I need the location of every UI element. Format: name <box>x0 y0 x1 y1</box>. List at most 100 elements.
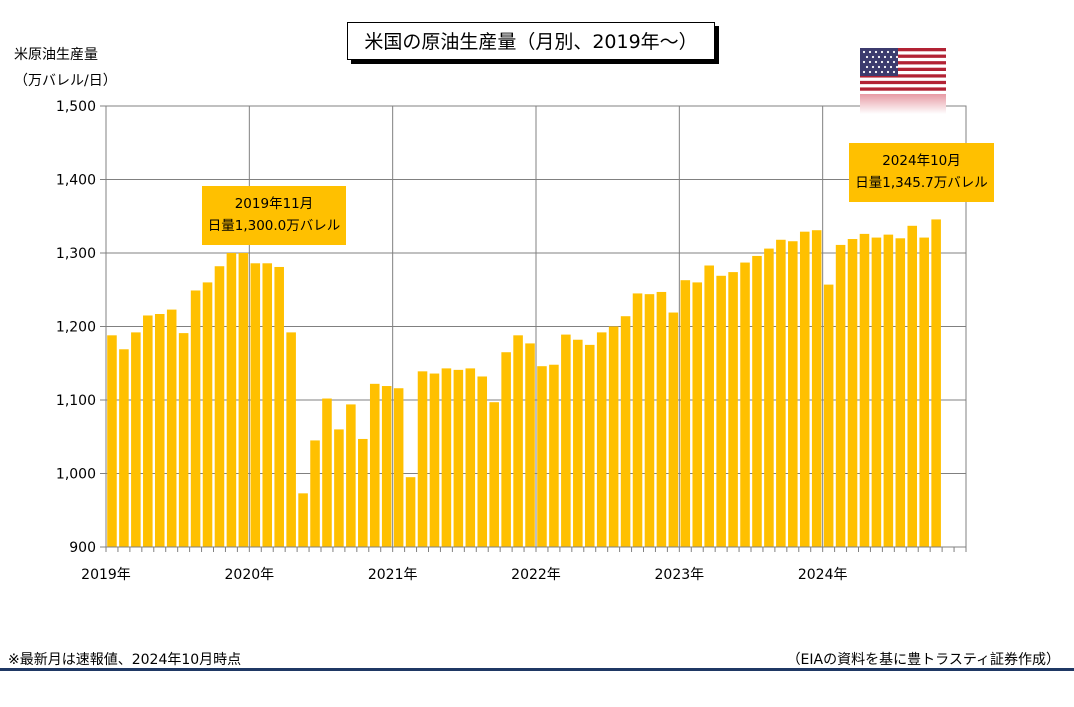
bar-2022-06 <box>596 332 607 547</box>
y-tick-label-1400: 1,400 <box>56 173 96 189</box>
bar-2022-07 <box>608 326 619 547</box>
x-tick-label-2022年: 2022年 <box>511 567 561 583</box>
source-note: （EIAの資料を基に豊トラスティ証券作成） <box>786 652 1060 668</box>
bar-2021-05 <box>441 368 452 547</box>
bar-2021-11 <box>513 335 523 547</box>
bar-2019-06 <box>166 309 177 547</box>
bar-2019-12 <box>238 253 249 547</box>
callout-2019-11-value: 日量1,300.0万バレル <box>207 218 341 234</box>
bar-2019-01 <box>107 335 117 547</box>
bar-2019-10 <box>214 266 225 547</box>
y-axis-label: 米原油生産量 （万バレル/日） <box>14 42 117 94</box>
bar-2023-09 <box>776 239 786 547</box>
bar-2022-11 <box>656 291 667 547</box>
bar-2022-04 <box>573 339 583 547</box>
bar-2024-10 <box>931 219 941 547</box>
y-tick-label-900: 900 <box>69 540 96 556</box>
bar-2021-10 <box>501 352 511 547</box>
bar-2019-03 <box>131 332 141 547</box>
bar-2022-05 <box>584 344 595 547</box>
callout-2019-11-date: 2019年11月 <box>234 196 314 212</box>
axes: 900 1,000 1,100 1,200 1,300 1,400 1,500 2019年 20… <box>56 99 967 583</box>
bar-2020-11 <box>369 383 380 547</box>
bar-2020-02 <box>262 263 273 547</box>
bar-2019-09 <box>202 282 213 547</box>
bar-2021-03 <box>417 371 428 547</box>
bar-2020-03 <box>274 266 284 547</box>
y-tick-label-1100: 1,100 <box>56 393 96 409</box>
y-axis-label-line1: 米原油生産量 <box>14 47 98 63</box>
bar-2020-05 <box>298 493 308 547</box>
x-tick-label-2023年: 2023年 <box>655 567 705 583</box>
bar-2022-03 <box>561 334 571 547</box>
bar-2024-06 <box>883 234 894 547</box>
callout-2024-10-date: 2024年10月 <box>882 153 961 169</box>
bar-2021-08 <box>477 376 488 547</box>
bar-2023-06 <box>740 262 750 547</box>
bar-2023-07 <box>752 255 762 547</box>
bar-2019-05 <box>154 314 165 547</box>
bar-2021-02 <box>405 477 416 547</box>
footnote: ※最新月は速報値、2024年10月時点 <box>8 652 242 668</box>
bar-2020-08 <box>334 429 344 547</box>
bar-2022-01 <box>537 366 547 547</box>
bar-2024-01 <box>823 284 834 547</box>
bar-2020-06 <box>310 440 320 547</box>
bar-2023-11 <box>799 231 810 547</box>
bar-2021-12 <box>525 343 535 547</box>
bar-2024-08 <box>907 225 918 547</box>
bar-2024-04 <box>859 233 870 547</box>
bar-2020-07 <box>322 398 332 547</box>
bar-2020-01 <box>250 263 261 547</box>
bar-2023-03 <box>704 265 714 547</box>
callout-2024-10: 2024年10月 日量1,345.7万バレル <box>849 143 994 202</box>
callout-2019-11: 2019年11月 日量1,300.0万バレル <box>202 186 346 245</box>
bar-2022-02 <box>549 364 559 547</box>
x-tick-label-2020年: 2020年 <box>225 567 275 583</box>
bar-2022-10 <box>644 294 655 547</box>
bar-2024-03 <box>847 239 858 547</box>
y-axis-label-line2: （万バレル/日） <box>14 73 117 89</box>
bar-2019-11 <box>226 253 237 547</box>
bar-2020-09 <box>346 404 356 547</box>
bar-2023-05 <box>728 272 738 547</box>
y-tick-label-1200: 1,200 <box>56 320 96 336</box>
bar-2021-04 <box>429 373 440 547</box>
chart-title: 米国の原油生産量（月別、2019年～） <box>347 22 715 60</box>
bar-2019-04 <box>143 315 153 547</box>
bar-2023-02 <box>692 282 703 547</box>
bar-2023-08 <box>764 248 774 547</box>
bar-2023-10 <box>788 241 798 548</box>
bar-2022-12 <box>668 312 679 547</box>
bar-2022-08 <box>620 316 631 547</box>
grid-lines <box>106 106 966 547</box>
x-tick-label-2019年: 2019年 <box>81 567 131 583</box>
x-tick-label-2024年: 2024年 <box>798 567 848 583</box>
bar-2023-12 <box>811 230 822 547</box>
bar-2020-04 <box>286 332 296 547</box>
footer-divider <box>0 668 1074 671</box>
bar-2020-12 <box>381 386 392 547</box>
bar-2019-07 <box>178 333 189 547</box>
bar-2024-09 <box>919 237 929 547</box>
bar-2020-10 <box>358 438 368 547</box>
y-tick-label-1000: 1,000 <box>56 467 96 483</box>
bar-2021-09 <box>489 402 499 547</box>
y-tick-label-1300: 1,300 <box>56 246 96 262</box>
x-tick-label-2021年: 2021年 <box>368 567 418 583</box>
callout-2024-10-value: 日量1,345.7万バレル <box>855 175 988 191</box>
bar-series <box>107 219 941 548</box>
bar-2022-09 <box>632 293 643 547</box>
bar-2024-07 <box>895 238 906 548</box>
bar-2023-04 <box>716 275 726 547</box>
bar-2023-01 <box>680 280 691 547</box>
bar-2019-02 <box>119 349 129 547</box>
bar-2021-01 <box>393 388 404 547</box>
bar-2024-05 <box>871 237 882 547</box>
us-flag-icon <box>860 48 946 114</box>
bar-2024-02 <box>835 244 846 548</box>
bar-2019-08 <box>190 290 201 547</box>
bar-2021-06 <box>453 369 464 547</box>
bar-2021-07 <box>465 368 476 547</box>
